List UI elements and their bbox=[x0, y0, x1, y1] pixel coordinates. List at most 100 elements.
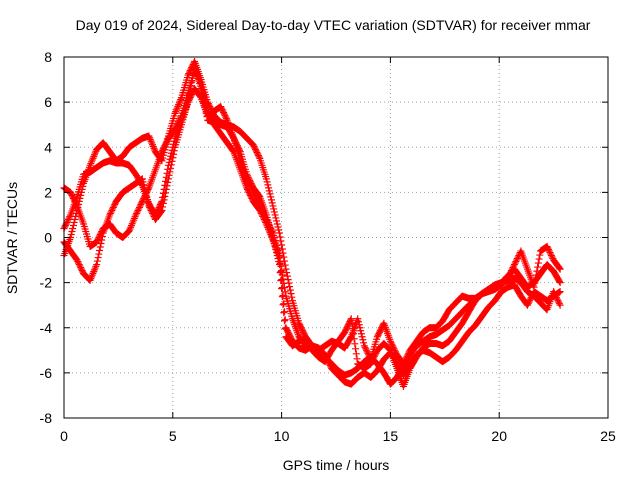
data-point bbox=[367, 360, 375, 368]
data-point bbox=[278, 276, 286, 284]
data-point bbox=[534, 263, 542, 271]
data-point bbox=[531, 275, 539, 283]
data-point bbox=[201, 102, 209, 110]
data-point bbox=[255, 192, 263, 200]
data-point bbox=[250, 142, 258, 150]
data-point bbox=[276, 233, 284, 241]
data-point bbox=[282, 265, 290, 273]
data-point bbox=[203, 113, 211, 121]
data-point bbox=[253, 149, 261, 157]
data-point bbox=[274, 255, 282, 263]
y-tick-label: 4 bbox=[44, 139, 52, 155]
data-point bbox=[277, 277, 285, 285]
data-point bbox=[512, 258, 520, 266]
data-point bbox=[347, 316, 355, 324]
data-point bbox=[156, 200, 164, 208]
data-point bbox=[509, 264, 517, 272]
data-point bbox=[159, 189, 167, 197]
data-point bbox=[386, 337, 394, 345]
data-point bbox=[387, 339, 395, 347]
data-point bbox=[556, 301, 564, 309]
data-point bbox=[326, 361, 334, 369]
data-point bbox=[155, 203, 163, 211]
x-axis-label: GPS time / hours bbox=[283, 457, 390, 473]
data-point bbox=[274, 223, 282, 231]
data-point bbox=[199, 92, 207, 100]
data-point bbox=[349, 330, 357, 338]
data-point bbox=[266, 190, 274, 198]
data-point bbox=[270, 237, 278, 245]
data-point bbox=[248, 181, 256, 189]
y-tick-label: -4 bbox=[40, 320, 53, 336]
series-track-2 bbox=[60, 67, 564, 368]
data-point bbox=[385, 345, 393, 353]
data-point bbox=[286, 283, 294, 291]
data-point bbox=[388, 340, 396, 348]
data-marks bbox=[60, 58, 564, 390]
data-point bbox=[64, 215, 72, 223]
data-point bbox=[358, 333, 366, 341]
data-point bbox=[74, 258, 82, 266]
data-point bbox=[404, 351, 412, 359]
data-point bbox=[402, 354, 410, 362]
data-point bbox=[98, 232, 106, 240]
data-point bbox=[254, 152, 262, 160]
data-point bbox=[267, 193, 275, 201]
data-point bbox=[263, 178, 271, 186]
data-point bbox=[278, 285, 286, 293]
data-point bbox=[157, 199, 165, 207]
data-point bbox=[264, 181, 272, 189]
data-point bbox=[251, 144, 259, 152]
data-point bbox=[162, 139, 170, 147]
data-point bbox=[255, 153, 263, 161]
data-point bbox=[278, 284, 286, 292]
data-point bbox=[546, 249, 554, 257]
data-point bbox=[200, 99, 208, 107]
data-point bbox=[61, 221, 69, 229]
data-point bbox=[508, 265, 516, 273]
data-point bbox=[243, 170, 251, 178]
series-track-4 bbox=[60, 62, 564, 390]
data-point bbox=[268, 199, 276, 207]
data-point bbox=[230, 134, 238, 142]
data-point bbox=[220, 109, 228, 117]
data-point bbox=[374, 331, 382, 339]
data-point bbox=[376, 327, 384, 335]
data-point bbox=[265, 187, 273, 195]
data-point bbox=[556, 279, 564, 287]
data-point bbox=[368, 358, 376, 366]
data-point bbox=[234, 143, 242, 151]
data-point bbox=[63, 218, 71, 226]
data-point bbox=[357, 330, 365, 338]
data-point bbox=[555, 300, 563, 308]
data-point bbox=[98, 236, 106, 244]
data-point bbox=[364, 349, 372, 357]
data-point bbox=[136, 202, 144, 210]
data-point bbox=[280, 300, 288, 308]
y-tick-label: -2 bbox=[40, 275, 53, 291]
y-tick-label: 8 bbox=[44, 49, 52, 65]
data-point bbox=[73, 256, 81, 264]
data-point bbox=[186, 86, 194, 94]
data-point bbox=[555, 298, 563, 306]
data-point bbox=[158, 148, 166, 156]
data-point bbox=[275, 229, 283, 237]
data-point bbox=[360, 339, 368, 347]
data-point bbox=[278, 245, 286, 253]
y-tick-label: -6 bbox=[40, 365, 53, 381]
data-point bbox=[184, 98, 192, 106]
data-point bbox=[401, 357, 409, 365]
data-point bbox=[547, 252, 555, 260]
data-point bbox=[138, 199, 146, 207]
data-point bbox=[524, 300, 532, 308]
data-point bbox=[61, 223, 69, 231]
data-point bbox=[533, 267, 541, 275]
data-point bbox=[152, 209, 160, 217]
data-point bbox=[138, 180, 146, 188]
axis-ticks bbox=[63, 56, 609, 419]
data-point bbox=[222, 115, 230, 123]
grid-lines bbox=[64, 57, 608, 418]
data-point bbox=[288, 293, 296, 301]
data-point bbox=[341, 327, 349, 335]
data-point bbox=[376, 328, 384, 336]
